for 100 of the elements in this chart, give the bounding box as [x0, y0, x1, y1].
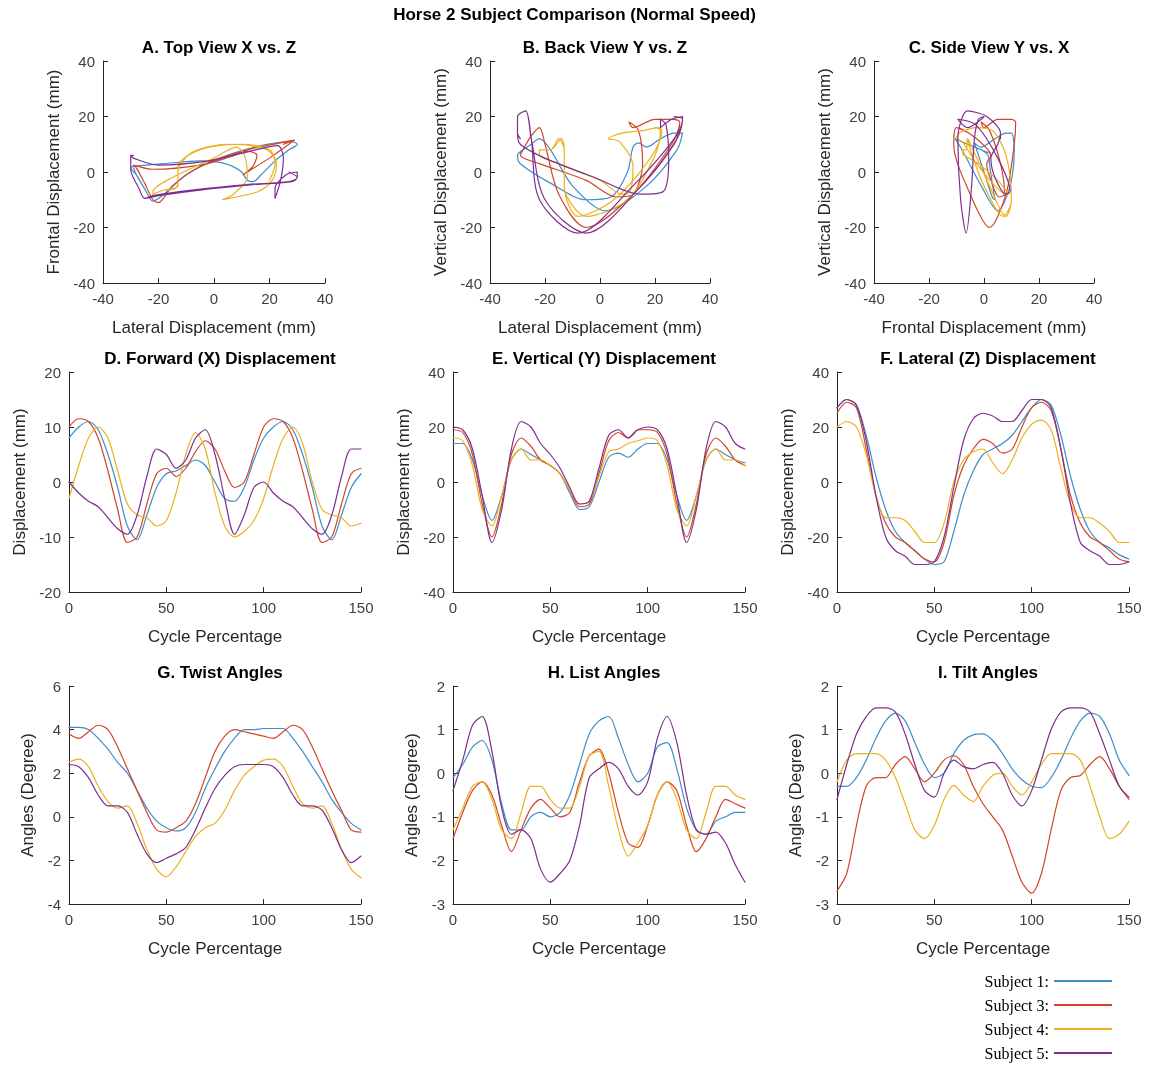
x-tick-label: 0: [832, 911, 842, 928]
x-tick-label: 0: [832, 599, 842, 616]
line-series: [452, 715, 746, 835]
y-tick-label: 0: [86, 163, 95, 181]
line-series: [452, 715, 746, 883]
y-tick-label: 6: [52, 677, 61, 695]
x-tick-label: 100: [251, 599, 277, 616]
x-tick-label: 40: [701, 290, 719, 307]
y-axis-title: Displacement (mm): [394, 408, 414, 556]
y-axis-title: Frontal Displacement (mm): [44, 69, 64, 275]
x-tick-label: -40: [92, 290, 114, 307]
x-tick-label: 150: [1116, 911, 1142, 928]
x-tick-label: -20: [918, 290, 940, 307]
y-tick-label: -2: [47, 851, 61, 869]
y-tick-label: -1: [431, 808, 445, 826]
x-tick-label: 50: [925, 911, 943, 928]
x-tick-label: 20: [1030, 290, 1048, 307]
chart-title: H. List Angles: [547, 663, 661, 682]
y-tick-label: -40: [423, 583, 445, 601]
y-axis-title: Angles (Degree): [786, 733, 805, 857]
y-tick-label: 20: [428, 418, 445, 436]
x-tick-label: 150: [732, 599, 758, 616]
x-axis-title: Cycle Percentage: [531, 939, 667, 958]
x-tick-label: 100: [1019, 599, 1045, 616]
y-tick-label: -20: [460, 219, 482, 236]
y-tick-label: 40: [428, 363, 445, 381]
x-axis-title: Cycle Percentage: [531, 627, 667, 646]
y-tick-label: 1: [436, 721, 445, 739]
y-tick-label: 40: [849, 52, 866, 70]
line-series: [516, 132, 684, 212]
y-tick-label: 40: [812, 363, 829, 381]
chart-title: E. Vertical (Y) Displacement: [492, 349, 717, 368]
chart-title: B. Back View Y vs. Z: [522, 38, 688, 57]
y-tick-label: -40: [844, 274, 866, 292]
y-axis-title: Vertical Displacement (mm): [431, 68, 451, 276]
x-tick-label: 0: [595, 290, 605, 307]
legend-label: Subject 3:: [984, 996, 1049, 1015]
x-tick-label: 40: [1085, 290, 1103, 307]
x-tick-label: -20: [534, 290, 556, 307]
y-tick-label: 0: [436, 473, 445, 491]
y-axis-title: Displacement (mm): [778, 408, 798, 556]
line-series: [836, 712, 1130, 789]
y-tick-label: 20: [78, 108, 95, 125]
line-series: [953, 118, 1017, 229]
y-tick-label: 20: [465, 108, 482, 125]
legend-label: Subject 4:: [984, 1020, 1049, 1039]
y-axis-title: Angles (Degree): [18, 733, 37, 857]
y-tick-label: -40: [807, 583, 829, 601]
x-axis-title: Lateral Displacement (mm): [497, 318, 703, 337]
line-series: [957, 110, 1011, 234]
y-tick-label: 0: [820, 473, 829, 491]
y-tick-label: -2: [431, 851, 445, 869]
y-tick-label: -20: [423, 528, 445, 546]
line-series: [68, 763, 362, 864]
x-tick-label: -40: [479, 290, 501, 307]
x-tick-label: 40: [316, 290, 334, 307]
y-tick-label: 0: [820, 764, 829, 782]
x-axis-title: Lateral Displacement (mm): [111, 318, 317, 337]
y-tick-label: 0: [52, 473, 61, 491]
line-series: [836, 752, 1130, 840]
y-axis-title: Vertical Displacement (mm): [815, 68, 835, 276]
y-tick-label: -20: [844, 219, 866, 236]
y-tick-label: 0: [52, 808, 61, 826]
y-tick-label: -2: [815, 851, 829, 869]
x-tick-label: 100: [635, 911, 661, 928]
y-tick-label: 20: [812, 418, 829, 436]
y-tick-label: 0: [857, 163, 866, 181]
x-tick-label: 150: [348, 599, 374, 616]
x-tick-label: 150: [1116, 599, 1142, 616]
x-tick-label: 50: [157, 599, 175, 616]
x-tick-label: 100: [1019, 911, 1045, 928]
y-tick-label: -40: [460, 274, 482, 292]
x-tick-label: 0: [209, 290, 219, 307]
chart-title: C. Side View Y vs. X: [908, 38, 1070, 57]
x-tick-label: 0: [448, 599, 458, 616]
text: Horse 2 Subject Comparison (Normal Speed): [392, 5, 757, 25]
chart-title: A. Top View X vs. Z: [141, 38, 297, 57]
x-tick-label: 20: [646, 290, 664, 307]
y-tick-label: 2: [52, 764, 61, 782]
line-series: [836, 755, 1130, 894]
x-tick-label: 150: [348, 911, 374, 928]
x-tick-label: 50: [541, 599, 559, 616]
x-axis-title: Frontal Displacement (mm): [881, 318, 1087, 337]
y-tick-label: 20: [44, 363, 61, 381]
y-tick-label: 40: [465, 52, 482, 70]
x-tick-label: 150: [732, 911, 758, 928]
y-tick-label: -20: [39, 583, 61, 601]
x-axis-title: Cycle Percentage: [147, 939, 283, 958]
y-tick-label: 0: [473, 163, 482, 181]
y-tick-label: -40: [73, 274, 95, 292]
x-axis-title: Cycle Percentage: [915, 627, 1051, 646]
y-tick-label: -3: [431, 895, 445, 913]
y-tick-label: -20: [73, 219, 95, 236]
y-tick-label: -20: [807, 528, 829, 546]
x-tick-label: 0: [979, 290, 989, 307]
line-series: [836, 707, 1130, 807]
y-tick-label: -10: [39, 528, 61, 546]
chart-title: D. Forward (X) Displacement: [104, 349, 337, 368]
y-axis-title: Displacement (mm): [10, 408, 30, 556]
y-tick-label: 2: [820, 677, 829, 695]
